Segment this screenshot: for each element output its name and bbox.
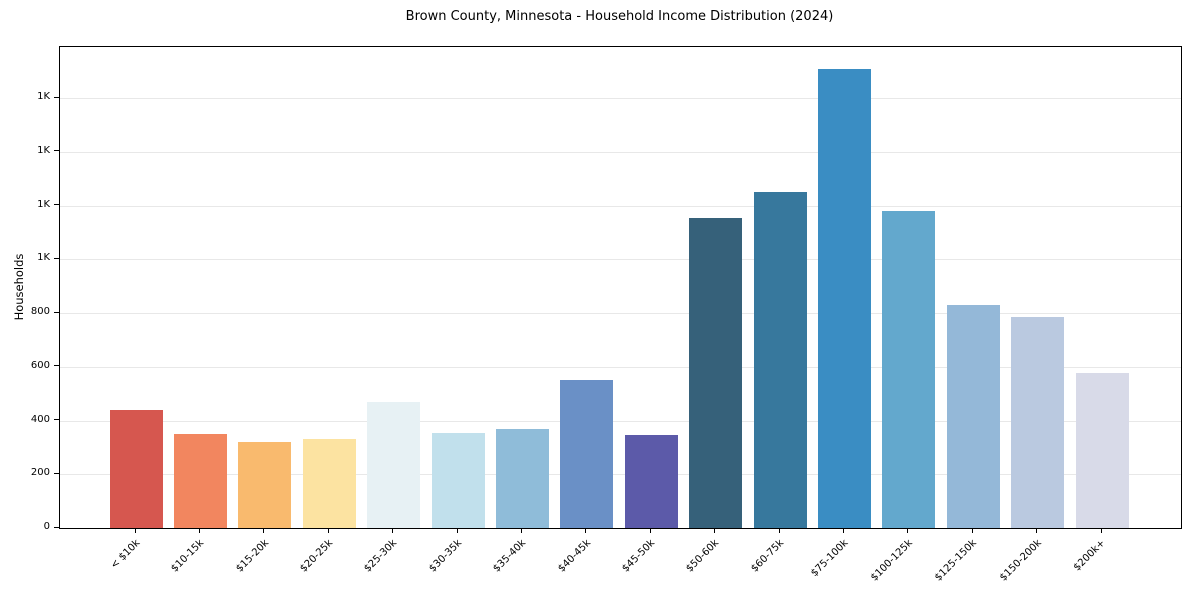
gridline <box>60 259 1181 261</box>
y-tick-mark <box>54 526 59 528</box>
x-tick-label: $150-200k <box>997 537 1044 584</box>
y-tick-label: 800 <box>30 306 50 318</box>
x-tick-mark <box>585 528 587 533</box>
bar <box>109 409 163 528</box>
bar <box>817 68 871 528</box>
x-tick-label: $200k+ <box>1072 537 1108 574</box>
y-tick-mark <box>54 365 59 367</box>
gridline <box>60 205 1181 207</box>
gridline <box>60 313 1181 315</box>
x-tick-mark <box>520 528 522 533</box>
x-tick-mark <box>1100 528 1102 533</box>
x-tick-mark <box>649 528 651 533</box>
x-tick-mark <box>971 528 973 533</box>
x-tick-mark <box>778 528 780 533</box>
x-tick-mark <box>714 528 716 533</box>
y-tick-label: 1K <box>37 91 50 103</box>
x-tick-mark <box>198 528 200 533</box>
y-tick-mark <box>54 419 59 420</box>
bar <box>946 304 1000 528</box>
x-tick-mark <box>456 528 458 533</box>
gridline <box>60 366 1181 368</box>
y-tick-label: 400 <box>30 413 50 425</box>
x-tick-label: $10-15k <box>169 537 207 575</box>
y-tick-mark <box>54 257 59 259</box>
x-tick-mark <box>842 528 844 533</box>
bar <box>882 210 936 528</box>
x-tick-label: $35-40k <box>491 537 529 575</box>
x-tick-label: $40-45k <box>555 537 593 575</box>
x-tick-label: $20-25k <box>298 537 336 575</box>
bar <box>495 428 549 528</box>
x-tick-label: $75-100k <box>808 537 851 580</box>
y-tick-label: 600 <box>30 359 50 371</box>
x-tick-mark <box>1036 528 1038 533</box>
x-tick-label: $30-35k <box>426 537 464 575</box>
x-tick-label: $125-150k <box>933 537 980 584</box>
y-tick-label: 1K <box>37 144 50 156</box>
bar <box>367 401 421 528</box>
plot-area <box>59 46 1182 529</box>
gridline <box>60 474 1181 476</box>
y-tick-mark <box>54 150 59 152</box>
chart-title: Brown County, Minnesota - Household Inco… <box>405 9 834 24</box>
x-tick-mark <box>392 528 394 533</box>
x-tick-label: $50-60k <box>684 537 722 575</box>
x-tick-label: $25-30k <box>362 537 400 575</box>
y-tick-label: 1K <box>37 252 50 264</box>
x-tick-label: $100-125k <box>868 537 915 584</box>
y-tick-mark <box>54 472 59 474</box>
bar <box>302 439 356 528</box>
x-tick-mark <box>907 528 909 533</box>
x-tick-mark <box>327 528 329 533</box>
x-tick-mark <box>263 528 265 533</box>
x-tick-label: $60-75k <box>748 537 786 575</box>
y-tick-label: 1K <box>37 198 50 210</box>
gridline <box>60 151 1181 153</box>
bar <box>753 192 807 528</box>
x-tick-label: < $10k <box>108 537 142 572</box>
bar <box>560 380 614 528</box>
y-tick-mark <box>54 311 59 313</box>
bar <box>1011 317 1065 528</box>
x-tick-mark <box>134 528 136 533</box>
bar <box>624 435 678 528</box>
y-tick-label: 0 <box>43 521 50 532</box>
gridline <box>60 420 1181 422</box>
x-tick-label: $15-20k <box>233 537 271 575</box>
bar <box>431 432 485 528</box>
y-tick-mark <box>54 96 59 98</box>
bar <box>689 217 743 528</box>
bar <box>1075 372 1129 528</box>
y-tick-mark <box>54 204 59 206</box>
gridline <box>60 98 1181 100</box>
bar <box>238 442 292 528</box>
x-tick-label: $45-50k <box>620 537 658 575</box>
bar <box>173 433 227 528</box>
y-tick-label: 200 <box>30 467 50 479</box>
